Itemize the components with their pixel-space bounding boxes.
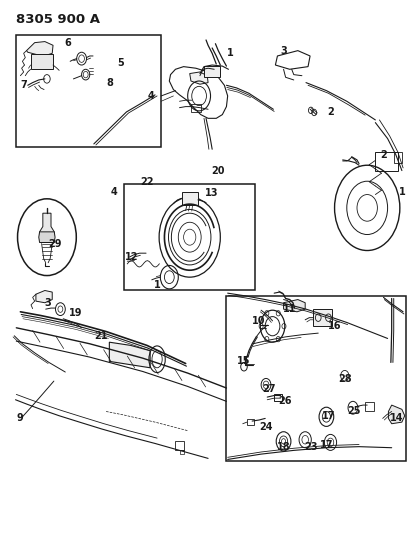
Bar — [226, 296, 406, 461]
Bar — [204, 66, 220, 77]
Text: 1: 1 — [399, 187, 405, 197]
Text: 23: 23 — [304, 442, 318, 451]
Text: 22: 22 — [140, 177, 154, 187]
Text: 20: 20 — [211, 166, 225, 175]
Bar — [180, 450, 184, 454]
Polygon shape — [109, 342, 150, 368]
Bar — [394, 152, 402, 163]
Bar — [124, 184, 255, 290]
Text: 6: 6 — [64, 38, 71, 47]
Text: 26: 26 — [278, 396, 292, 406]
Text: 27: 27 — [262, 384, 276, 394]
Text: 11: 11 — [283, 304, 297, 314]
Text: 17: 17 — [319, 440, 333, 450]
Bar — [182, 192, 198, 205]
Text: 1: 1 — [154, 280, 160, 290]
Text: 29: 29 — [48, 239, 62, 248]
Polygon shape — [40, 213, 54, 243]
Text: 18: 18 — [277, 442, 290, 451]
Text: 17: 17 — [322, 411, 336, 421]
Text: 28: 28 — [338, 375, 352, 384]
Bar — [31, 54, 53, 69]
Text: 13: 13 — [205, 188, 219, 198]
Text: 8305 900 A: 8305 900 A — [16, 13, 100, 26]
Text: 2: 2 — [380, 150, 387, 159]
Text: 3: 3 — [45, 298, 51, 308]
Polygon shape — [284, 300, 305, 312]
Text: 25: 25 — [347, 407, 361, 416]
Text: 3: 3 — [280, 46, 287, 55]
Bar — [247, 419, 254, 425]
Text: 16: 16 — [328, 321, 341, 331]
Polygon shape — [39, 232, 55, 243]
Text: 8: 8 — [107, 78, 113, 87]
Bar — [375, 152, 398, 171]
Text: 21: 21 — [94, 331, 108, 341]
Polygon shape — [27, 42, 53, 56]
Bar — [16, 35, 161, 147]
Text: 19: 19 — [69, 309, 82, 318]
Text: 14: 14 — [390, 414, 404, 423]
Bar — [274, 394, 282, 401]
Bar — [191, 104, 201, 112]
Bar — [175, 441, 184, 450]
Text: 1: 1 — [227, 49, 234, 58]
Text: 4: 4 — [148, 91, 154, 101]
Text: 10: 10 — [252, 316, 266, 326]
Bar — [313, 309, 332, 326]
Text: 9: 9 — [16, 414, 23, 423]
Text: 2: 2 — [327, 107, 334, 117]
Polygon shape — [190, 72, 208, 84]
Text: 5: 5 — [117, 58, 124, 68]
Polygon shape — [388, 405, 405, 424]
Text: 24: 24 — [259, 423, 273, 432]
Text: 4: 4 — [111, 187, 118, 197]
Text: 7: 7 — [20, 80, 27, 90]
Polygon shape — [36, 290, 52, 303]
Bar — [365, 402, 374, 411]
Text: 15: 15 — [237, 357, 251, 366]
Text: 12: 12 — [124, 252, 138, 262]
